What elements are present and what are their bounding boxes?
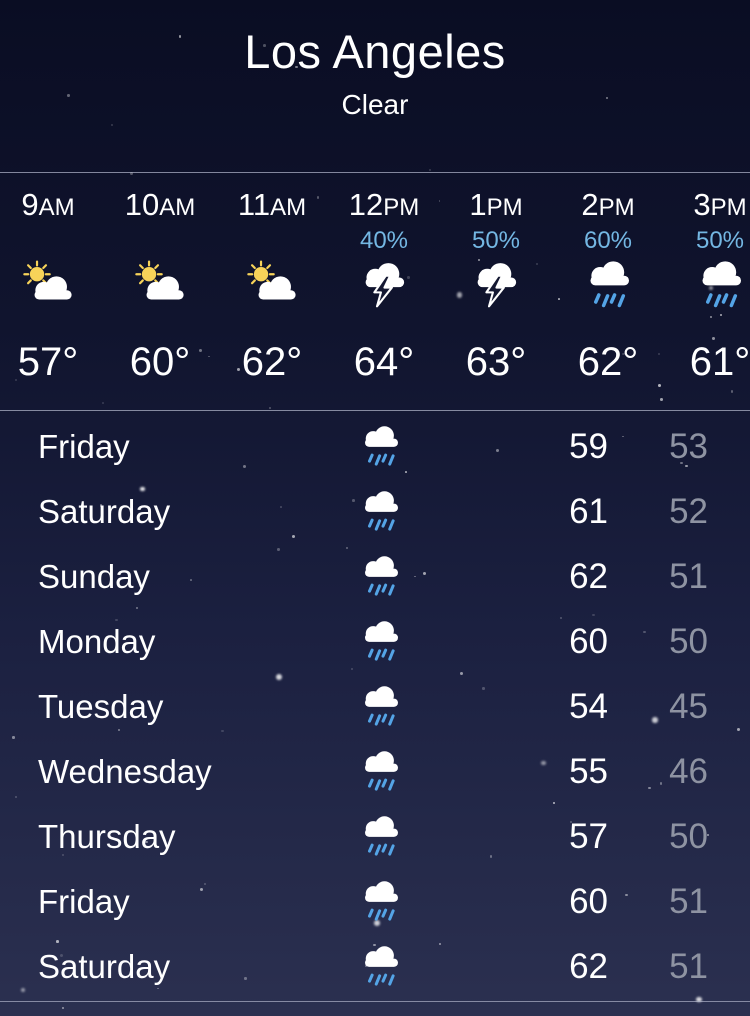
hour-column-3pm: 3PM 50% 61°	[664, 173, 750, 410]
precip-chance: 40%	[359, 227, 409, 254]
hour-label: 12PM	[348, 187, 420, 222]
rain-icon	[356, 748, 404, 793]
hourly-scroll-strip[interactable]: 9AM 57° 10AM 60° 11AM 62° 12PM 40%	[0, 173, 750, 410]
rain-icon	[692, 258, 748, 311]
day-row-thursday: Thursday 57 50	[0, 804, 750, 869]
partly-sunny-icon	[245, 258, 299, 309]
hour-label: 2PM	[581, 187, 635, 222]
hour-label: 10AM	[124, 187, 196, 222]
hour-temp: 63°	[465, 340, 527, 384]
hour-column-10am: 10AM 60°	[104, 173, 216, 410]
precip-chance: 50%	[695, 227, 745, 254]
partly-sunny-icon	[133, 258, 187, 309]
hour-temp: 62°	[241, 340, 303, 384]
day-low-temp: 52	[669, 491, 708, 531]
day-high-temp: 61	[569, 491, 608, 531]
day-name: Friday	[38, 427, 130, 465]
day-high-temp: 62	[569, 556, 608, 596]
day-high-temp: 60	[569, 881, 608, 921]
day-row-tuesday: Tuesday 54 45	[0, 674, 750, 739]
day-high-temp: 62	[569, 946, 608, 986]
day-low-temp: 45	[669, 686, 708, 726]
hour-temp: 61°	[689, 340, 750, 384]
hour-label: 9AM	[21, 187, 75, 222]
hour-temp: 62°	[577, 340, 639, 384]
day-row-saturday: Saturday 61 52	[0, 479, 750, 544]
day-low-temp: 51	[669, 881, 708, 921]
rain-icon	[356, 488, 404, 533]
hour-column-12pm: 12PM 40% 64°	[328, 173, 440, 410]
day-low-temp: 53	[669, 426, 708, 466]
day-name: Sunday	[38, 557, 150, 595]
day-name: Monday	[38, 622, 156, 660]
day-low-temp: 51	[669, 556, 708, 596]
rain-icon	[356, 553, 404, 598]
hour-temp: 64°	[353, 340, 415, 384]
day-row-monday: Monday 60 50	[0, 609, 750, 674]
day-low-temp: 50	[669, 621, 708, 661]
day-row-friday-2: Friday 60 51	[0, 869, 750, 934]
partly-sunny-icon	[21, 258, 75, 309]
rain-icon	[356, 878, 404, 923]
precip-chance: 50%	[471, 227, 521, 254]
location-header: Los Angeles Clear	[0, 0, 750, 172]
day-name: Tuesday	[38, 687, 164, 725]
day-low-temp: 46	[669, 751, 708, 791]
hour-column-11am: 11AM 62°	[216, 173, 328, 410]
day-row-sunday: Sunday 62 51	[0, 544, 750, 609]
day-name: Wednesday	[38, 752, 212, 790]
day-low-temp: 50	[669, 816, 708, 856]
day-high-temp: 55	[569, 751, 608, 791]
current-condition: Clear	[341, 89, 409, 120]
rain-icon	[580, 258, 636, 311]
rain-icon	[356, 943, 404, 988]
day-name: Friday	[38, 882, 130, 920]
day-high-temp: 60	[569, 621, 608, 661]
rain-icon	[356, 813, 404, 858]
day-high-temp: 57	[569, 816, 608, 856]
day-high-temp: 54	[569, 686, 608, 726]
city-name: Los Angeles	[244, 25, 506, 78]
day-high-temp: 59	[569, 426, 608, 466]
rain-icon	[356, 683, 404, 728]
day-name: Saturday	[38, 947, 171, 985]
hour-column-9am: 9AM 57°	[0, 173, 104, 410]
precip-chance: 60%	[583, 227, 633, 254]
hour-temp: 60°	[129, 340, 191, 384]
hour-temp: 57°	[17, 340, 79, 384]
day-name: Saturday	[38, 492, 171, 530]
hourly-forecast-section: 9AM 57° 10AM 60° 11AM 62° 12PM 40%	[0, 172, 750, 411]
thunderstorm-icon	[468, 258, 524, 311]
hour-label: 11AM	[237, 187, 307, 222]
day-name: Thursday	[38, 817, 176, 855]
rain-icon	[356, 423, 404, 468]
bottom-divider	[0, 1001, 750, 1002]
hour-label: 3PM	[693, 187, 747, 222]
hour-column-1pm: 1PM 50% 63°	[440, 173, 552, 410]
rain-icon	[356, 618, 404, 663]
day-row-friday: Friday 59 53	[0, 414, 750, 479]
hour-column-2pm: 2PM 60% 62°	[552, 173, 664, 410]
day-row-saturday-2: Saturday 62 51	[0, 934, 750, 999]
hour-label: 1PM	[469, 187, 523, 222]
day-low-temp: 51	[669, 946, 708, 986]
day-row-wednesday: Wednesday 55 46	[0, 739, 750, 804]
thunderstorm-icon	[356, 258, 412, 311]
daily-forecast-list[interactable]: Friday 59 53 Saturday 61 52 Sunday 62 51…	[0, 411, 750, 999]
